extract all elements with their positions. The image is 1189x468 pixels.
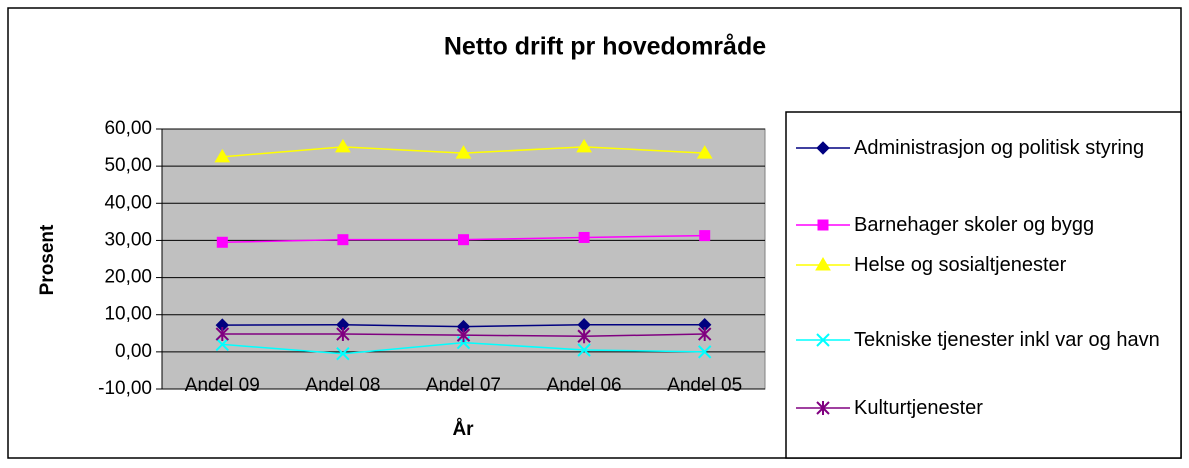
marker <box>215 327 230 342</box>
y-tick-label: 30,00 <box>104 229 152 250</box>
marker <box>815 257 831 271</box>
chart-title: Netto drift pr hovedområde <box>444 33 766 61</box>
marker <box>697 345 712 359</box>
y-tick-label: 10,00 <box>104 304 152 325</box>
legend-label: Tekniske tjenester inkl var og havn <box>854 329 1160 351</box>
marker <box>697 327 712 342</box>
y-tick-label: 0,00 <box>115 341 152 362</box>
legend-entry: Tekniske tjenester inkl var og havn <box>854 329 1160 351</box>
marker <box>699 230 711 242</box>
x-axis-label: År <box>452 419 474 440</box>
x-tick-label: Andel 09 <box>185 375 260 396</box>
x-tick-label: Andel 05 <box>667 375 742 396</box>
y-tick-label: 50,00 <box>104 155 152 176</box>
legend-box <box>785 111 1182 459</box>
x-tick-label: Andel 06 <box>547 375 622 396</box>
marker <box>577 329 591 344</box>
y-axis-label: Prosent <box>37 224 58 295</box>
legend-entry: Administrasjon og politisk styring <box>854 137 1145 159</box>
marker <box>337 234 349 246</box>
y-tick-label: -10,00 <box>98 378 152 399</box>
legend-label: Administrasjon og politisk styring <box>854 137 1145 159</box>
marker <box>335 138 351 153</box>
legend-label: Helse og sosialtjenester <box>854 254 1067 276</box>
marker <box>816 401 830 415</box>
y-tick-label: 40,00 <box>104 192 152 213</box>
y-tick-label: 20,00 <box>104 267 152 288</box>
x-tick-label: Andel 08 <box>305 375 380 396</box>
plot-area <box>161 128 766 390</box>
marker <box>577 343 591 357</box>
marker <box>816 333 830 347</box>
marker <box>455 145 472 159</box>
marker <box>336 327 350 342</box>
marker <box>816 141 830 155</box>
legend-label: Barnehager skoler og bygg <box>854 214 1095 236</box>
marker <box>215 337 230 352</box>
legend-entry: Barnehager skoler og bygg <box>854 214 1095 236</box>
marker <box>214 148 231 163</box>
legend-label: Kulturtjenester <box>854 397 983 419</box>
legend-entry: Kulturtjenester <box>854 397 983 419</box>
marker <box>576 138 592 153</box>
marker <box>696 145 713 159</box>
y-tick-label: 60,00 <box>104 118 152 139</box>
marker <box>458 234 469 246</box>
marker <box>336 347 350 361</box>
x-tick-label: Andel 07 <box>426 375 501 396</box>
legend-entry: Helse og sosialtjenester <box>854 254 1067 276</box>
marker <box>817 219 829 231</box>
marker <box>216 236 228 248</box>
marker <box>456 328 471 343</box>
marker <box>578 231 590 243</box>
